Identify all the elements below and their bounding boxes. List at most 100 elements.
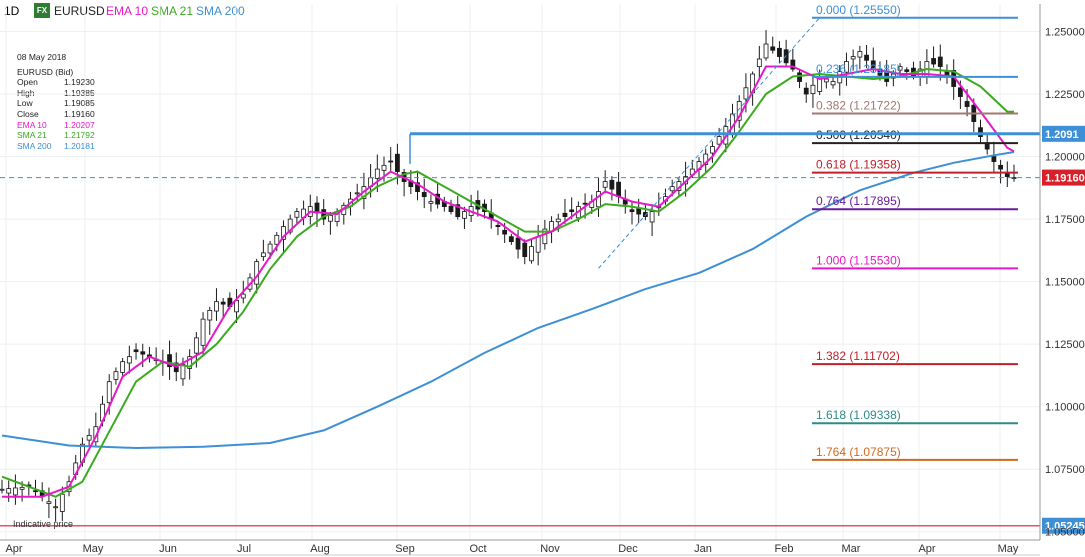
candle-body: [214, 301, 219, 312]
candle-body: [763, 43, 769, 59]
candle-body: [710, 146, 715, 154]
fib-level-label: 0.000 (1.25550): [816, 3, 901, 17]
candle-body: [897, 66, 903, 71]
ohlc-value: 1.20207: [64, 119, 95, 130]
ohlc-panel: 08 May 2018 EURUSD (Bid) Open 1.19230 Hig…: [17, 52, 127, 151]
x-tick-label: Apr: [5, 543, 22, 555]
candle-body: [13, 487, 18, 496]
candle-body: [508, 236, 514, 243]
ema10-legend[interactable]: EMA 10: [106, 4, 149, 18]
candle-body: [529, 246, 534, 262]
sma200-legend[interactable]: SMA 200: [196, 4, 245, 18]
candle-body: [120, 361, 126, 373]
candle-body: [267, 243, 273, 254]
y-tick-label: 1.12500: [1045, 339, 1085, 351]
timeframe-label[interactable]: 1D: [4, 4, 20, 18]
candle-body: [33, 490, 38, 493]
fx-badge-icon: FX: [34, 3, 50, 18]
candle-body: [716, 136, 722, 145]
candle-body: [756, 58, 762, 68]
candle-body: [193, 337, 199, 354]
candle-body: [6, 488, 12, 494]
chart-grid: [0, 4, 1040, 540]
ohlc-symbol: EURUSD (Bid): [17, 66, 74, 77]
y-tick-label: 1.10000: [1045, 402, 1085, 414]
x-tick-label: Jul: [237, 543, 251, 555]
y-tick-label: 1.20000: [1045, 152, 1085, 164]
ohlc-value: 1.19160: [64, 108, 95, 119]
candle-body: [743, 87, 749, 100]
ohlc-date: 08 May 2018: [17, 52, 67, 62]
candle-body: [931, 58, 936, 65]
candle-body: [140, 351, 146, 355]
candle-body: [395, 153, 400, 172]
candle-body: [281, 226, 286, 240]
support-tag: [1042, 517, 1085, 534]
candle-body: [187, 356, 193, 369]
candle-body: [200, 318, 206, 346]
candle-body: [321, 209, 327, 220]
current-price-tag-label: 1.19160: [1045, 173, 1085, 185]
x-tick-label: May: [998, 543, 1019, 555]
candle-body: [207, 309, 213, 321]
candle-body: [167, 354, 172, 368]
candle-body: [904, 69, 910, 72]
candle-body: [388, 160, 394, 163]
ohlc-row-close: Close 1.19160: [17, 109, 127, 120]
axes: 1.25000 1.22500 1.20000 1.17500 1.15000 1.125…: [0, 4, 1085, 557]
candle-body: [616, 181, 621, 197]
candle-body: [562, 212, 568, 217]
candle-body: [998, 164, 1003, 170]
ema10-line: [2, 65, 1015, 498]
candle-body: [287, 218, 293, 233]
candle-body: [0, 488, 5, 491]
ohlc-row-high: High 1.19385: [17, 88, 127, 99]
symbol-label[interactable]: EURUSD: [54, 4, 105, 18]
candle-body: [777, 47, 782, 57]
candle-body: [770, 46, 776, 51]
sma21-legend[interactable]: SMA 21: [151, 4, 194, 18]
y-tick-label: 1.07500: [1045, 464, 1085, 476]
candle-body: [260, 252, 266, 258]
candle-body: [59, 493, 65, 512]
candle-body: [19, 486, 25, 490]
fib-level-label: 0.764 (1.17895): [816, 194, 901, 208]
candle-body: [669, 186, 675, 192]
candle-body: [857, 51, 863, 58]
candle-body: [354, 192, 360, 195]
candle-body: [649, 211, 655, 223]
fib-level-label: 1.764 (1.07875): [816, 445, 901, 459]
candle-body: [957, 87, 963, 97]
candle-body: [830, 81, 836, 86]
candle-body: [86, 435, 92, 441]
ohlc-key: Low: [17, 98, 33, 109]
candle-body: [462, 211, 467, 219]
candle-body: [978, 127, 983, 137]
fib-level-label: 0.618 (1.19358): [816, 158, 901, 172]
resistance-tag: [1042, 125, 1085, 142]
x-tick-label: Jan: [694, 543, 712, 555]
x-tick-label: Sep: [395, 543, 415, 555]
ohlc-key: Open: [17, 77, 38, 88]
y-tick-label: 1.05000: [1045, 527, 1085, 539]
ohlc-value: 1.19230: [64, 77, 95, 88]
candle-body: [327, 214, 333, 222]
candle-body: [823, 78, 829, 83]
fib-level-label: 1.618 (1.09338): [816, 408, 901, 422]
candle-body: [964, 101, 970, 107]
candle-body: [240, 293, 246, 299]
candle-body: [522, 242, 528, 258]
candle-body: [415, 182, 420, 192]
x-tick-label: Mar: [842, 543, 861, 555]
candle-body: [790, 59, 796, 70]
candle-body: [180, 363, 186, 380]
candle-body: [797, 72, 802, 82]
candle-body: [455, 204, 461, 217]
ohlc-key: SMA 21: [17, 130, 47, 141]
x-tick-label: Oct: [469, 543, 486, 555]
x-tick-label: May: [83, 543, 104, 555]
y-tick-label: 1.17500: [1045, 214, 1085, 226]
x-tick-label: Jun: [159, 543, 177, 555]
candle-body: [877, 68, 883, 76]
